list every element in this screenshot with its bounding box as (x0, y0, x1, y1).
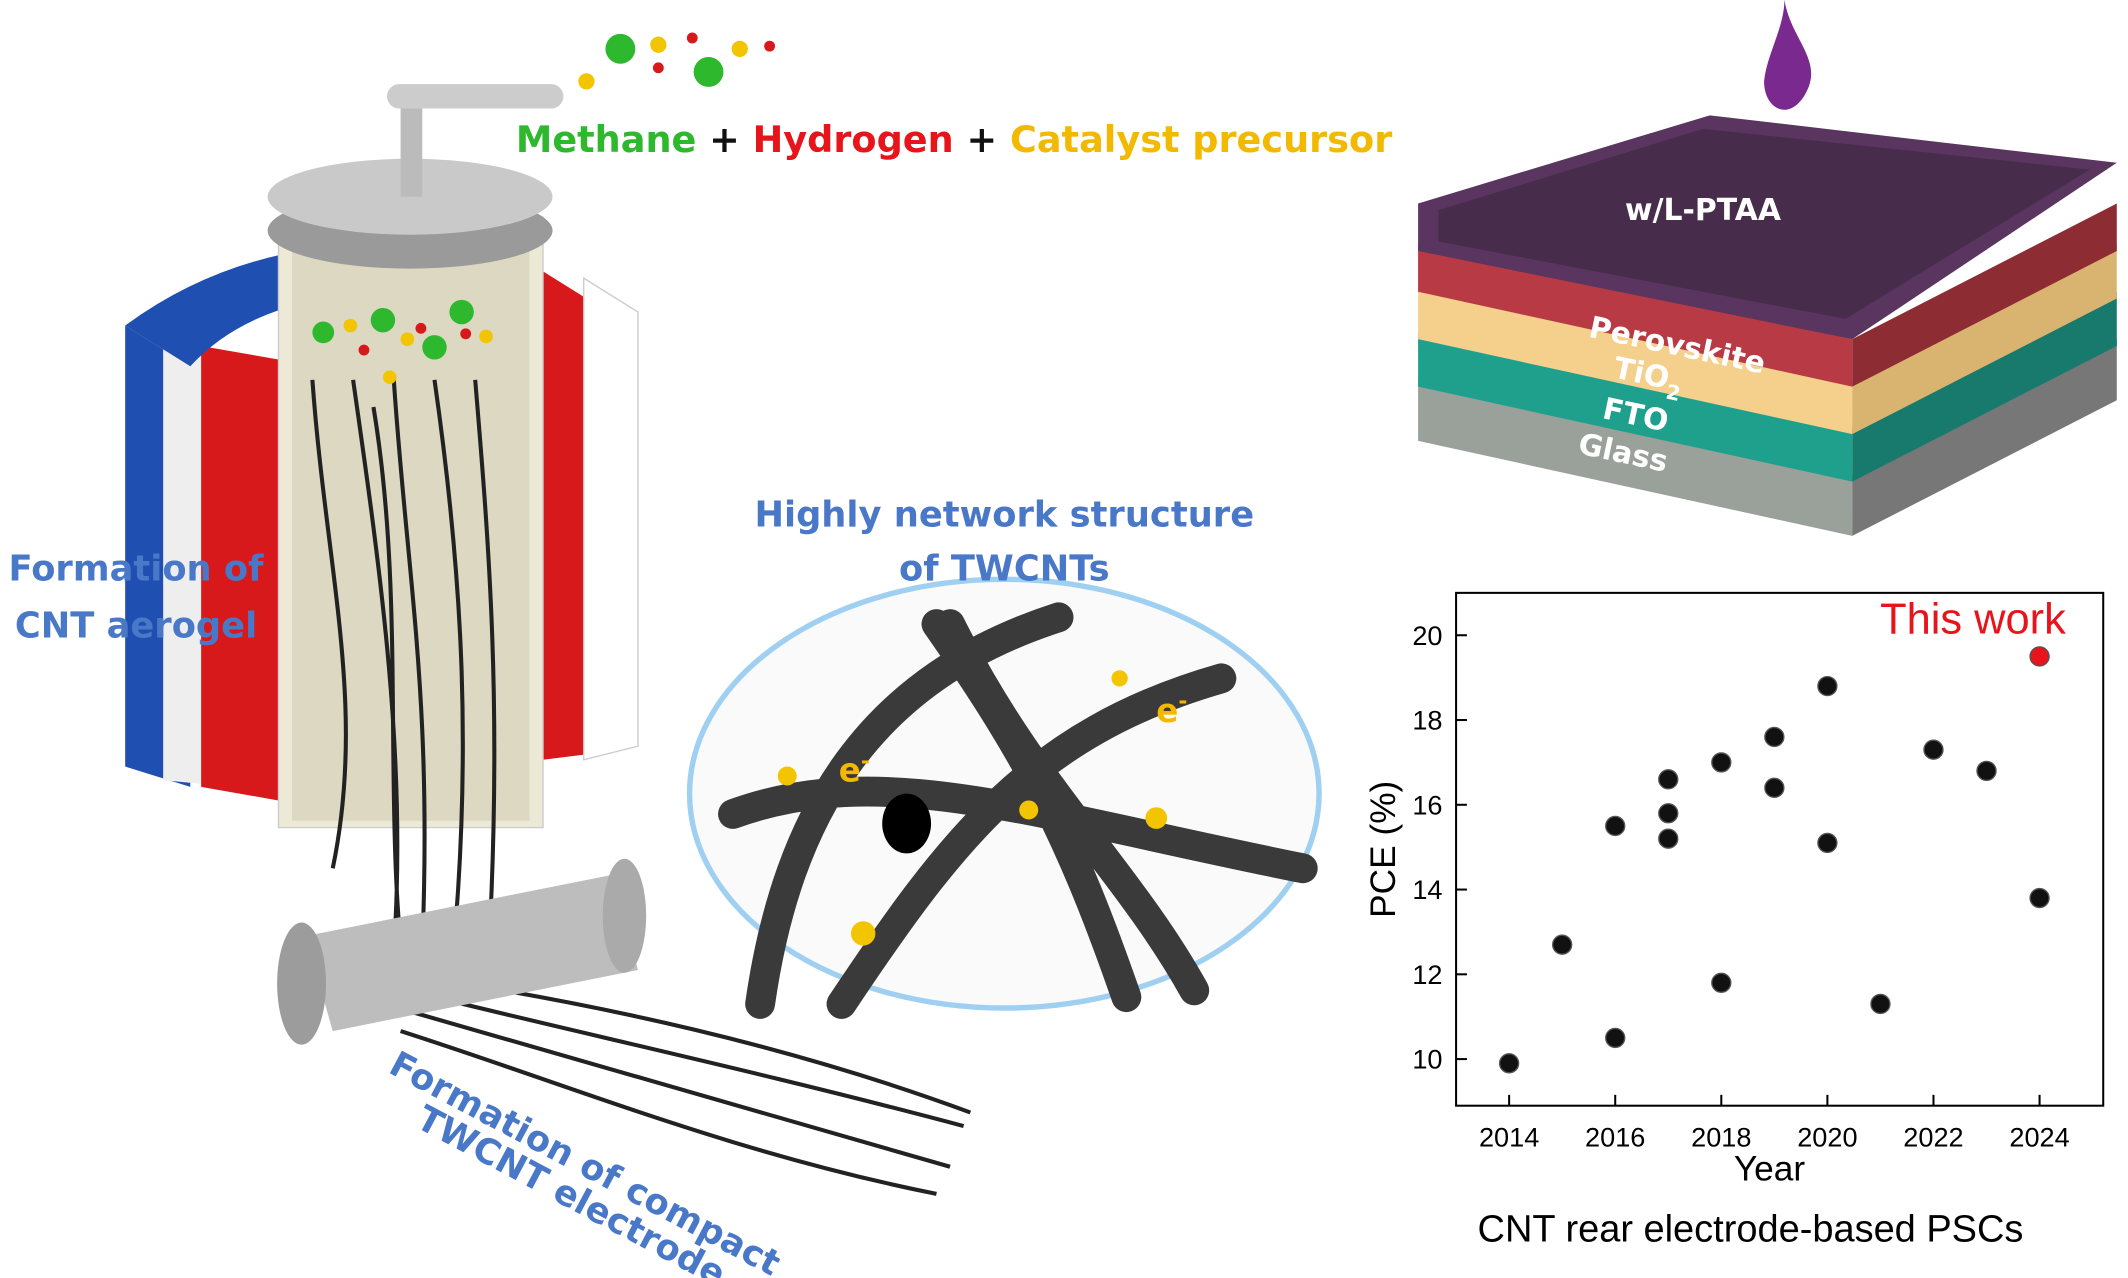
electron-label: e- (839, 749, 870, 790)
plus: + (709, 118, 740, 161)
y-tick-label: 16 (1412, 789, 1442, 820)
roller (277, 858, 972, 1196)
device-stack (1418, 0, 2117, 536)
electron-sup: - (1178, 689, 1187, 714)
y-tick-label: 14 (1412, 874, 1442, 905)
x-tick-label: 2020 (1797, 1121, 1857, 1152)
point (1605, 815, 1626, 837)
point (1658, 803, 1679, 824)
hydrogen: Hydrogen (753, 118, 954, 161)
chart: Year PCE (%) CNT rear electrode-based PS… (1364, 591, 2105, 1250)
network-label: of TWCNTs (899, 549, 1110, 590)
y-tick-label: 12 (1412, 959, 1442, 990)
point (1870, 993, 1891, 1015)
tio2-sub: 2 (1664, 379, 1683, 405)
point (1711, 972, 1732, 993)
plus: + (967, 118, 998, 161)
point (2029, 646, 2050, 667)
y-tick-label: 20 (1412, 620, 1442, 651)
plot-frame (1455, 591, 2105, 1107)
point (1764, 726, 1785, 748)
catalyst: Catalyst precursor (1010, 118, 1392, 161)
gas-labels: Methane + Hydrogen + Catalyst precursor (516, 118, 1392, 161)
y-tick-label: 10 (1412, 1044, 1442, 1075)
point (1817, 832, 1838, 854)
electron-sup: - (861, 749, 870, 774)
electron: e (839, 751, 861, 789)
electron-label: e- (1156, 689, 1187, 730)
methane: Methane (516, 118, 697, 161)
aerogel-label: CNT aerogel (15, 606, 257, 647)
electron: e (1156, 692, 1178, 730)
caption: CNT rear electrode-based PSCs (1478, 1208, 2024, 1250)
y-axis-label: PCE (%) (1364, 781, 1403, 918)
electrode-label: Formation of compact (383, 1044, 787, 1278)
network-label: Highly network structure (754, 494, 1254, 535)
x-axis-label: Year (1734, 1149, 1806, 1188)
x-tick-label: 2016 (1585, 1121, 1645, 1152)
point (1711, 752, 1732, 773)
point (1764, 777, 1785, 799)
aerogel-label: Formation of (9, 549, 265, 590)
reactor (125, 32, 776, 1005)
point (1976, 760, 1997, 782)
point (1605, 1027, 1626, 1049)
x-tick-label: 2024 (2009, 1121, 2069, 1152)
annotation: This work (1880, 596, 2066, 644)
point (1817, 675, 1838, 697)
y-tick-label: 18 (1412, 705, 1442, 736)
layer-label: w/L-PTAA (1625, 193, 1781, 228)
point (1923, 739, 1944, 760)
network-view (686, 576, 1322, 1019)
point (2029, 887, 2050, 909)
point (1498, 1053, 1520, 1074)
point (1551, 934, 1573, 955)
x-tick-label: 2022 (1903, 1121, 1963, 1152)
x-tick-label: 2014 (1479, 1121, 1539, 1152)
point (1658, 828, 1679, 849)
point (1658, 769, 1679, 790)
x-tick-label: 2018 (1691, 1121, 1751, 1152)
